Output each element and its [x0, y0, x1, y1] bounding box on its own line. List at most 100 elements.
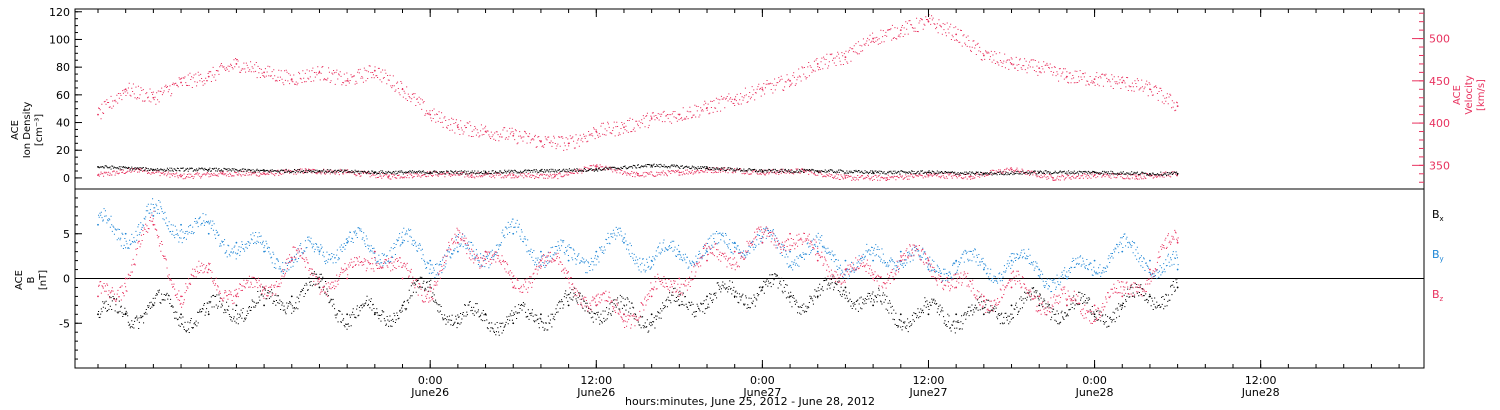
plasma-point-0-25	[1135, 175, 1137, 178]
field-point-By-21	[678, 250, 681, 253]
field-point-By-36	[1093, 259, 1096, 262]
field-point-Bz-17	[567, 277, 570, 280]
panel-frame-plasma	[74, 8, 1425, 190]
xtick-date-1: June26	[576, 386, 615, 399]
legend-Bz: Bz	[1432, 288, 1444, 303]
field-point-By-22	[706, 250, 708, 253]
plasma-point-1-18	[595, 130, 598, 133]
plasma-point-1-4	[207, 75, 210, 78]
field-point-By-39	[1176, 268, 1179, 271]
field-point-Bx-27	[844, 286, 847, 289]
plasma-point-1-26	[816, 63, 819, 65]
xtick-time-4: 0:00	[1082, 374, 1107, 387]
field-point-Bx-29	[899, 313, 902, 316]
plasma-point-0-18	[844, 177, 847, 179]
field-scatter-Bz	[98, 210, 1179, 329]
legend-sub-Bz: z	[1440, 295, 1444, 303]
field-point-Bz-24	[761, 241, 764, 244]
plasma-point-1-10	[373, 69, 376, 72]
field-point-Bx-26	[816, 295, 819, 298]
field-point-By-38	[1149, 259, 1151, 262]
ytick-label-left-60: 60	[56, 89, 70, 102]
legend-Bx: Bx	[1432, 208, 1444, 223]
field-point-Bx-31	[955, 313, 958, 316]
plasma-point-0-23	[1052, 177, 1054, 179]
ytick-label-left-40: 40	[56, 117, 70, 130]
plasma-point-0-13	[636, 174, 639, 177]
field-point-By-9	[346, 241, 349, 244]
field-point-Bz-32	[982, 295, 985, 298]
plasma-point-1-37	[1121, 81, 1124, 84]
field-point-Bz-38	[1149, 268, 1151, 271]
field-point-By-4	[207, 232, 210, 235]
plasma-point-0-3	[221, 172, 224, 175]
ytick-label-right-500: 500	[1429, 33, 1450, 46]
xtick-date-4: June28	[1075, 386, 1114, 399]
field-point-By-25	[789, 250, 791, 253]
plasma-series-1	[97, 14, 1179, 151]
ytick-label-right-350: 350	[1429, 159, 1450, 172]
ylabel-velocity-0: ACE	[1452, 85, 1463, 105]
plasma-point-1-20	[650, 117, 653, 120]
field-point-Bz-10	[373, 250, 376, 253]
field-point-By-13	[456, 250, 459, 253]
field-point-Bx-10	[373, 313, 376, 316]
plasma-point-1-1	[124, 88, 127, 91]
plasma-point-1-27	[844, 56, 847, 59]
field-point-Bz-35	[1065, 304, 1068, 307]
xtick-time-1: 12:00	[580, 374, 612, 387]
field-point-Bx-25	[789, 295, 791, 298]
field-point-Bx-3	[180, 313, 182, 316]
ytick-label-left-100: 100	[49, 33, 70, 46]
plasma-point-1-33	[1010, 63, 1013, 65]
field-point-Bz-3	[180, 295, 182, 298]
ytick-label-field-5: 5	[63, 228, 70, 241]
ytick-label-left-20: 20	[56, 144, 70, 157]
field-point-Bx-34	[1038, 304, 1041, 307]
field-point-Bx-39	[1176, 286, 1179, 289]
plasma-point-0-12	[595, 165, 598, 168]
plasma-scatter-0	[98, 164, 1178, 181]
field-point-Bx-1	[124, 313, 127, 316]
field-point-By-33	[1010, 259, 1013, 262]
field-point-By-1	[124, 232, 127, 235]
field-point-By-16	[540, 250, 542, 253]
ytick-label-field--5: -5	[59, 317, 70, 330]
field-point-Bz-2	[152, 223, 155, 226]
field-point-Bx-21	[678, 304, 681, 307]
field-point-Bz-22	[706, 259, 708, 262]
plasma-point-1-15	[512, 134, 515, 137]
field-point-Bx-23	[733, 295, 736, 298]
field-series-Bx	[97, 271, 1179, 336]
field-point-By-3	[180, 223, 182, 226]
plasma-point-1-35	[1065, 75, 1068, 78]
plasma-point-1-36	[1093, 78, 1096, 81]
plasma-point-1-3	[180, 81, 182, 84]
field-point-Bz-39	[1176, 241, 1179, 244]
field-point-Bz-19	[623, 313, 625, 316]
legend-sub-By: y	[1440, 255, 1444, 263]
field-point-Bx-8	[318, 286, 321, 289]
field-point-Bz-9	[346, 277, 349, 280]
plasma-point-2-11	[706, 167, 708, 170]
field-point-Bx-16	[540, 313, 542, 316]
field-point-Bx-36	[1093, 313, 1096, 316]
plasma-point-1-31	[955, 33, 958, 36]
field-point-Bx-15	[512, 322, 515, 325]
ylabel-velocity-2: [km/s]	[1476, 79, 1487, 111]
field-point-Bz-15	[512, 286, 515, 289]
field-point-By-5	[235, 241, 238, 244]
plasma-point-1-6	[263, 71, 265, 74]
field-point-Bz-0	[97, 295, 99, 298]
ylabel-field-0: ACE	[14, 270, 25, 290]
field-point-Bx-9	[346, 313, 349, 316]
legend-sub-Bx: x	[1440, 215, 1444, 223]
plasma-point-1-0	[97, 113, 99, 116]
plasma-point-2-14	[872, 171, 875, 174]
plasma-point-1-30	[927, 20, 930, 23]
field-point-By-28	[872, 259, 875, 262]
plasma-series-2	[97, 163, 1179, 176]
ytick-label-left-80: 80	[56, 61, 70, 74]
field-point-Bz-14	[484, 250, 487, 253]
